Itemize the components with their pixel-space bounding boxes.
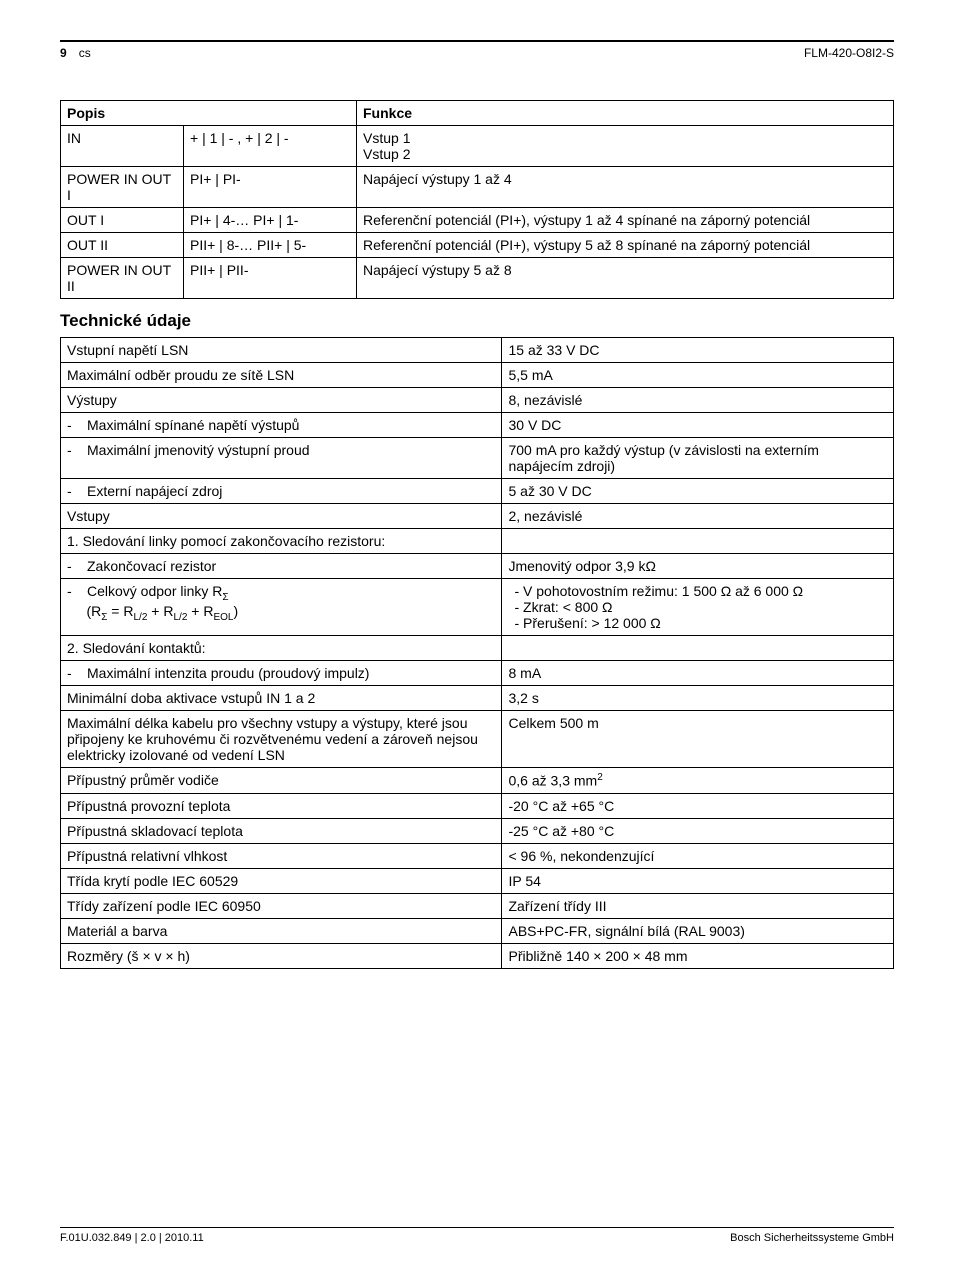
table-cell: 8, nezávislé (502, 388, 894, 413)
section-title: Technické údaje (60, 311, 894, 331)
page-number: 9 (60, 46, 67, 60)
table-cell: POWER IN OUT II (61, 258, 184, 299)
table-cell: Zařízení třídy III (502, 893, 894, 918)
table-cell: Výstupy (61, 388, 502, 413)
table-cell: Celkem 500 m (502, 711, 894, 768)
table-cell: Napájecí výstupy 5 až 8 (357, 258, 894, 299)
table-cell: < 96 %, nekondenzující (502, 843, 894, 868)
table-cell: Přípustná provozní teplota (61, 793, 502, 818)
table1-header-funkce: Funkce (357, 101, 894, 126)
table-cell: Přípustná relativní vlhkost (61, 843, 502, 868)
table-cell: PI+ | PI- (184, 167, 357, 208)
table-cell: Přibližně 140 × 200 × 48 mm (502, 943, 894, 968)
table-cell: -Maximální intenzita proudu (proudový im… (61, 661, 502, 686)
table-cell: 3,2 s (502, 686, 894, 711)
table-cell: 5 až 30 V DC (502, 479, 894, 504)
table-cell: PI+ | 4-… PI+ | 1- (184, 208, 357, 233)
table-cell: Napájecí výstupy 1 až 4 (357, 167, 894, 208)
table-cell: PII+ | PII- (184, 258, 357, 299)
table-cell: Vstupy (61, 504, 502, 529)
table-cell: OUT I (61, 208, 184, 233)
page-footer: F.01U.032.849 | 2.0 | 2010.11 Bosch Sich… (60, 1227, 894, 1244)
table-cell: Rozměry (š × v × h) (61, 943, 502, 968)
table-cell: -Zakončovací rezistor (61, 554, 502, 579)
header-model: FLM-420-O8I2-S (804, 46, 894, 60)
table-cell: 700 mA pro každý výstup (v závislosti na… (502, 438, 894, 479)
table-cell: 1. Sledování linky pomocí zakončovacího … (61, 529, 502, 554)
table-cell: Maximální délka kabelu pro všechny vstup… (61, 711, 502, 768)
table-cell: Referenční potenciál (PI+), výstupy 5 až… (357, 233, 894, 258)
table-cell: Přípustná skladovací teplota (61, 818, 502, 843)
description-table: Popis Funkce IN+ | 1 | - , + | 2 | -Vstu… (60, 100, 894, 299)
table-cell: PII+ | 8-… PII+ | 5- (184, 233, 357, 258)
table-cell: 8 mA (502, 661, 894, 686)
table-cell (502, 636, 894, 661)
table-cell: 5,5 mA (502, 363, 894, 388)
table-cell: 0,6 až 3,3 mm2 (502, 768, 894, 794)
table-cell: -Maximální spínané napětí výstupů (61, 413, 502, 438)
table-cell: POWER IN OUT I (61, 167, 184, 208)
table-cell (502, 529, 894, 554)
table-cell: ABS+PC-FR, signální bílá (RAL 9003) (502, 918, 894, 943)
table-cell: -Celkový odpor linky RΣ (RΣ = RL/2 + RL/… (61, 579, 502, 636)
table-cell: Minimální doba aktivace vstupů IN 1 a 2 (61, 686, 502, 711)
header-lang: cs (79, 46, 91, 60)
footer-right: Bosch Sicherheitssysteme GmbH (730, 1232, 894, 1244)
table-cell: -Externí napájecí zdroj (61, 479, 502, 504)
specs-table: Vstupní napětí LSN15 až 33 V DCMaximální… (60, 337, 894, 969)
table-cell: + | 1 | - , + | 2 | - (184, 126, 357, 167)
table-cell: OUT II (61, 233, 184, 258)
table-cell: 2. Sledování kontaktů: (61, 636, 502, 661)
table-cell: 15 až 33 V DC (502, 338, 894, 363)
table-cell: Materiál a barva (61, 918, 502, 943)
page-header: 9 cs FLM-420-O8I2-S (60, 40, 894, 60)
table-cell: Vstup 1Vstup 2 (357, 126, 894, 167)
table-cell: IN (61, 126, 184, 167)
table-cell: Jmenovitý odpor 3,9 kΩ (502, 554, 894, 579)
table1-header-popis: Popis (61, 101, 357, 126)
table-cell: Třídy zařízení podle IEC 60950 (61, 893, 502, 918)
table-cell: Maximální odběr proudu ze sítě LSN (61, 363, 502, 388)
footer-left: F.01U.032.849 | 2.0 | 2010.11 (60, 1232, 204, 1244)
table-cell: 30 V DC (502, 413, 894, 438)
table-cell: Referenční potenciál (PI+), výstupy 1 až… (357, 208, 894, 233)
table-cell: -Maximální jmenovitý výstupní proud (61, 438, 502, 479)
table-cell: Přípustný průměr vodiče (61, 768, 502, 794)
table-cell: V pohotovostním režimu: 1 500 Ω až 6 000… (502, 579, 894, 636)
table-cell: Vstupní napětí LSN (61, 338, 502, 363)
table-cell: IP 54 (502, 868, 894, 893)
table-cell: Třída krytí podle IEC 60529 (61, 868, 502, 893)
table-cell: -25 °C až +80 °C (502, 818, 894, 843)
table-cell: -20 °C až +65 °C (502, 793, 894, 818)
table-cell: 2, nezávislé (502, 504, 894, 529)
